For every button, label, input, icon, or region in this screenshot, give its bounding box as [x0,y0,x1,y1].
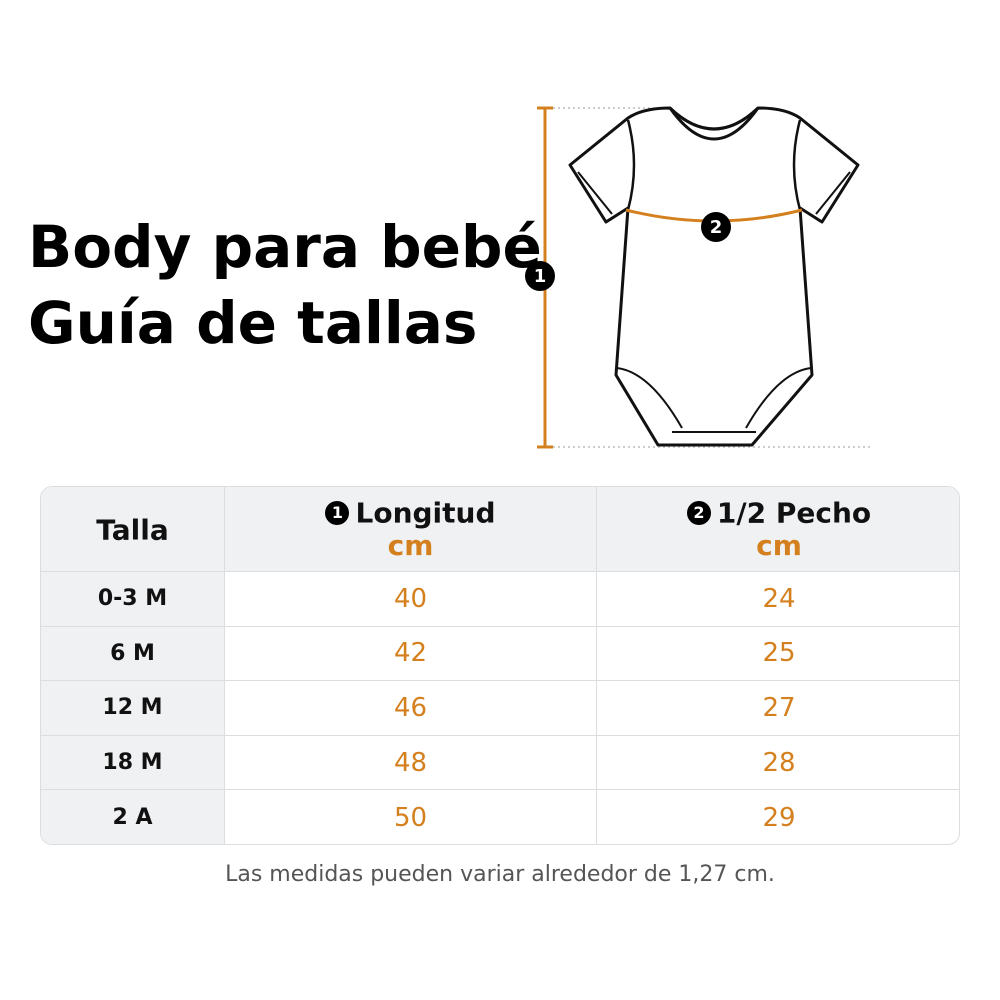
size-cell: 2 A [41,790,224,844]
footnote: Las medidas pueden variar alrededor de 1… [225,862,775,887]
column-label: 1/2 Pecho [716,496,872,530]
onesie [568,106,860,447]
header-cell: 2 1/2 Pecho cm [596,487,959,572]
size-cell: 18 M [41,735,224,791]
marker-label: 1 [534,266,547,287]
marker [525,261,555,291]
value-cell: 40 [224,572,596,627]
header-cell: Talla [41,487,224,572]
marker [701,212,731,242]
value-cell: 29 [596,790,959,844]
value-cell: 27 [596,681,959,736]
value-cell: 48 [224,735,596,791]
header-label-line: 1 Longitud [325,495,496,530]
marker-label: 2 [710,217,723,238]
header-cell: 1 Longitud cm [224,487,596,572]
column-marker: 2 [686,500,711,525]
column-unit: cm [756,529,802,563]
value-cell: 42 [224,626,596,682]
size-cell: 12 M [41,681,224,736]
column-label: Talla [96,513,169,547]
header-label-line: Talla [96,512,169,547]
value-cell: 46 [224,681,596,736]
size-cell: 0-3 M [41,572,224,627]
size-table: Talla 1 Longitud cm 2 1/2 Pecho cm 0-3 M 40 24 6 M… [40,486,960,845]
value-cell: 50 [224,790,596,844]
title-line: Guía de tallas [28,289,478,357]
header-label-line: 2 1/2 Pecho [686,495,872,530]
column-unit: cm [387,529,434,563]
onesie-diagram: 1 2 [525,106,870,449]
title-line: Body para bebé [28,213,542,281]
size-cell: 6 M [41,626,224,682]
column-label: Longitud [355,496,496,530]
value-cell: 25 [596,626,959,682]
value-cell: 28 [596,735,959,791]
value-cell: 24 [596,572,959,627]
column-marker: 1 [325,500,350,525]
